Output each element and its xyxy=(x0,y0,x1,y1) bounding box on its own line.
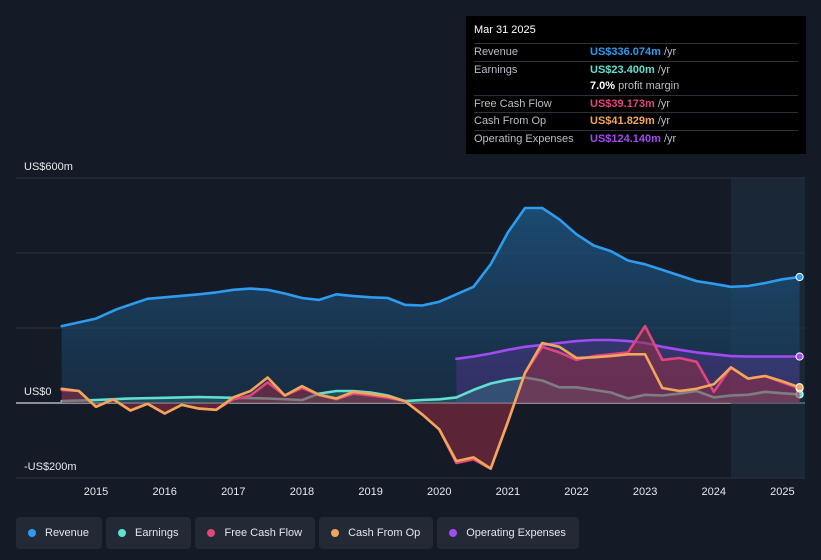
legend-label: Free Cash Flow xyxy=(224,527,303,539)
tooltip-panel: Mar 31 2025 Revenue US$336.074m/yr Earning… xyxy=(466,16,806,154)
tooltip-row: Operating Expenses US$124.140m/yr xyxy=(474,129,798,148)
tooltip-row: 7.0% profit margin xyxy=(474,78,798,95)
operating-expenses-endpoint xyxy=(795,352,804,361)
tooltip-value: 7.0% xyxy=(590,80,616,93)
x-tick-label: 2017 xyxy=(221,486,245,498)
cash-from-op-endpoint xyxy=(795,383,804,392)
x-tick-label: 2020 xyxy=(427,486,451,498)
x-tick-label: 2019 xyxy=(358,486,382,498)
legend-label: Revenue xyxy=(45,527,90,539)
tooltip-unit: /yr xyxy=(657,63,671,76)
cash-from-op-line xyxy=(60,341,801,470)
tooltip-unit: /yr xyxy=(657,115,671,128)
tooltip-row: Free Cash Flow US$39.173m/yr xyxy=(474,94,798,113)
legend-item-cash-from-op[interactable]: Cash From Op xyxy=(319,517,434,549)
x-tick-label: 2025 xyxy=(770,486,794,498)
legend-label: Cash From Op xyxy=(348,527,421,539)
tooltip-unit: profit margin xyxy=(618,80,680,93)
revenue-endpoint xyxy=(795,272,804,282)
tooltip-value: US$41.829m xyxy=(590,115,655,128)
legend-dot-icon xyxy=(207,529,216,537)
x-tick-label: 2015 xyxy=(84,486,108,498)
tooltip-unit: /yr xyxy=(663,46,677,59)
tooltip-value: US$336.074m xyxy=(590,46,661,59)
tooltip-row: Revenue US$336.074m/yr xyxy=(474,43,798,61)
tooltip-unit: /yr xyxy=(657,97,671,110)
tooltip-label: Cash From Op xyxy=(474,115,547,128)
legend-dot-icon xyxy=(449,529,458,537)
x-tick-label: 2022 xyxy=(564,486,588,498)
y-tick-label: US$0 xyxy=(24,386,52,398)
legend: Revenue Earnings Free Cash Flow Cash From O… xyxy=(16,517,579,549)
tooltip-value: US$23.400m xyxy=(590,63,655,76)
x-tick-label: 2018 xyxy=(290,486,314,498)
legend-item-operating-expenses[interactable]: Operating Expenses xyxy=(437,517,579,549)
legend-dot-icon xyxy=(28,529,36,537)
x-tick-label: 2016 xyxy=(152,486,176,498)
tooltip-label: Free Cash Flow xyxy=(474,97,552,110)
x-tick-label: 2023 xyxy=(633,486,657,498)
free-cash-flow-area xyxy=(61,326,800,469)
tooltip-row: Cash From Op US$41.829m/yr xyxy=(474,112,798,130)
legend-label: Earnings xyxy=(135,527,179,539)
legend-dot-icon xyxy=(118,529,127,537)
tooltip-label: Operating Expenses xyxy=(474,132,574,145)
tooltip-row: Earnings US$23.400m/yr xyxy=(474,60,798,79)
y-tick-label: US$600m xyxy=(24,161,73,173)
revenue-line xyxy=(60,206,801,328)
legend-dot-icon xyxy=(331,529,340,537)
tooltip-value: US$39.173m xyxy=(590,97,655,110)
tooltip-value: US$124.140m xyxy=(590,132,661,145)
chart-area: US$600m US$0 -US$200m 2015 2016 2017 2018 2019 2… xyxy=(16,161,805,498)
tooltip-unit: /yr xyxy=(663,132,677,145)
legend-label: Operating Expenses xyxy=(466,527,566,539)
legend-item-revenue[interactable]: Revenue xyxy=(16,517,103,549)
y-tick-label: -US$200m xyxy=(24,461,77,473)
legend-item-earnings[interactable]: Earnings xyxy=(106,517,192,549)
x-tick-label: 2024 xyxy=(702,486,726,498)
tooltip-date: Mar 31 2025 xyxy=(474,24,536,36)
tooltip-label: Revenue xyxy=(474,46,519,59)
x-tick-label: 2021 xyxy=(496,486,520,498)
tooltip-label: Earnings xyxy=(474,63,518,76)
legend-item-free-cash-flow[interactable]: Free Cash Flow xyxy=(195,517,316,549)
operating-expenses-line xyxy=(455,338,801,361)
